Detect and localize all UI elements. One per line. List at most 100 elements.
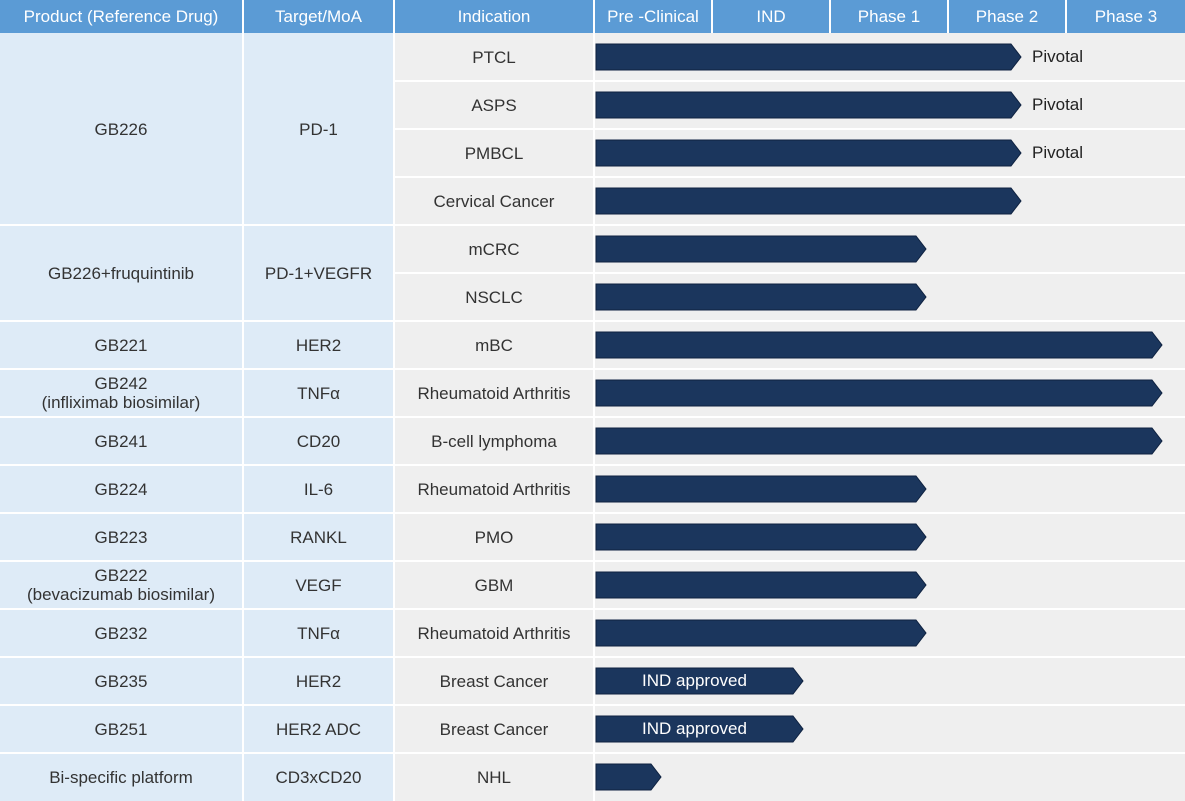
- product-cell: Bi-specific platform: [0, 753, 242, 801]
- group-divider: [0, 224, 1185, 226]
- row-divider: [395, 80, 1185, 82]
- progress-bar: [595, 139, 1022, 167]
- progress-bar-label: IND approved: [642, 671, 747, 690]
- product-code: GB251: [94, 719, 148, 739]
- product-cell: GB222 (bevacizumab biosimilar): [0, 561, 242, 609]
- indication-cell: PTCL: [395, 33, 593, 81]
- column-divider: [593, 33, 595, 801]
- progress-arrow-shape: [595, 427, 1163, 455]
- product-code: GB222: [94, 566, 148, 585]
- stage-note: Pivotal: [1032, 47, 1084, 66]
- group-divider: [0, 512, 1185, 514]
- progress-bar: [595, 619, 927, 647]
- progress-arrow-shape: [595, 139, 1022, 167]
- target-cell: TNFα: [244, 609, 393, 657]
- indication-cell: Rheumatoid Arthritis: [395, 465, 593, 513]
- indication-cell: Cervical Cancer: [395, 177, 593, 225]
- indication-cell: PMO: [395, 513, 593, 561]
- stage-note: Pivotal: [1032, 143, 1084, 162]
- target-cell: RANKL: [244, 513, 393, 561]
- progress-bar-label: IND approved: [642, 719, 747, 738]
- progress-bar: [595, 427, 1163, 455]
- progress-bar: [595, 763, 662, 791]
- progress-bar: [595, 91, 1022, 119]
- group-divider: [0, 368, 1185, 370]
- group-divider: [0, 704, 1185, 706]
- product-cell: GB226+fruquintinib: [0, 225, 242, 321]
- product-code: GB226: [94, 119, 148, 139]
- product-cell: GB241: [0, 417, 242, 465]
- target-cell: PD-1+VEGFR: [244, 225, 393, 321]
- stage-note: Pivotal: [1032, 95, 1084, 114]
- progress-arrow-shape: [595, 667, 804, 695]
- product-cell: GB242 (infliximab biosimilar): [0, 369, 242, 417]
- product-cell: GB226: [0, 33, 242, 225]
- progress-arrow-shape: [595, 763, 662, 791]
- group-divider: [0, 560, 1185, 562]
- group-divider: [0, 416, 1185, 418]
- indication-cell: ASPS: [395, 81, 593, 129]
- product-cell: GB251: [0, 705, 242, 753]
- row-divider: [395, 128, 1185, 130]
- header-stage-1: IND: [713, 0, 831, 33]
- group-divider: [0, 608, 1185, 610]
- indication-cell: Rheumatoid Arthritis: [395, 369, 593, 417]
- indication-cell: Rheumatoid Arthritis: [395, 609, 593, 657]
- indication-cell: Breast Cancer: [395, 657, 593, 705]
- header-stage-2: Phase 1: [831, 0, 949, 33]
- target-cell: CD20: [244, 417, 393, 465]
- stage-lane: [595, 753, 1185, 801]
- product-code: GB235: [94, 671, 148, 691]
- progress-arrow-shape: [595, 331, 1163, 359]
- product-cell: GB232: [0, 609, 242, 657]
- target-cell: VEGF: [244, 561, 393, 609]
- product-name: GB232: [95, 624, 148, 643]
- product-code: GB226+fruquintinib: [47, 263, 195, 283]
- group-divider: [0, 320, 1185, 322]
- product-reference: (infliximab biosimilar): [41, 393, 201, 412]
- progress-bar: [595, 235, 927, 263]
- progress-arrow-shape: [595, 235, 927, 263]
- progress-bar: [595, 571, 927, 599]
- indication-cell: GBM: [395, 561, 593, 609]
- progress-arrow-shape: [595, 571, 927, 599]
- indication-cell: mBC: [395, 321, 593, 369]
- progress-bar: [595, 379, 1163, 407]
- target-cell: PD-1: [244, 33, 393, 225]
- group-divider: [0, 656, 1185, 658]
- product-name: GB242 (infliximab biosimilar): [42, 374, 201, 412]
- progress-arrow-shape: [595, 619, 927, 647]
- progress-bar: [595, 475, 927, 503]
- column-divider: [242, 33, 244, 801]
- progress-bar: [595, 43, 1022, 71]
- progress-arrow-shape: [595, 523, 927, 551]
- group-divider: [0, 464, 1185, 466]
- header-indication: Indication: [395, 0, 595, 33]
- product-name: GB235: [95, 672, 148, 691]
- progress-bar: [595, 187, 1022, 215]
- product-name: GB224: [95, 480, 148, 499]
- progress-bar: [595, 283, 927, 311]
- group-divider: [0, 752, 1185, 754]
- target-cell: IL-6: [244, 465, 393, 513]
- progress-arrow-shape: [595, 91, 1022, 119]
- indication-cell: NSCLC: [395, 273, 593, 321]
- progress-arrow-shape: [595, 43, 1022, 71]
- product-cell: GB235: [0, 657, 242, 705]
- progress-arrow-shape: [595, 715, 804, 743]
- product-code: Bi-specific platform: [49, 767, 193, 787]
- row-divider: [395, 272, 1185, 274]
- product-code: GB221: [94, 335, 148, 355]
- progress-arrow-shape: [595, 379, 1163, 407]
- target-cell: HER2 ADC: [244, 705, 393, 753]
- product-reference: (bevacizumab biosimilar): [26, 585, 215, 604]
- product-code: GB232: [94, 623, 148, 643]
- target-cell: CD3xCD20: [244, 753, 393, 801]
- header-stage-3: Phase 2: [949, 0, 1067, 33]
- product-code: GB224: [94, 479, 148, 499]
- progress-bar: [595, 331, 1163, 359]
- indication-cell: PMBCL: [395, 129, 593, 177]
- product-name: GB226+fruquintinib: [48, 264, 194, 283]
- header-stage-0: Pre -Clinical: [595, 0, 713, 33]
- progress-bar: IND approved: [595, 667, 804, 695]
